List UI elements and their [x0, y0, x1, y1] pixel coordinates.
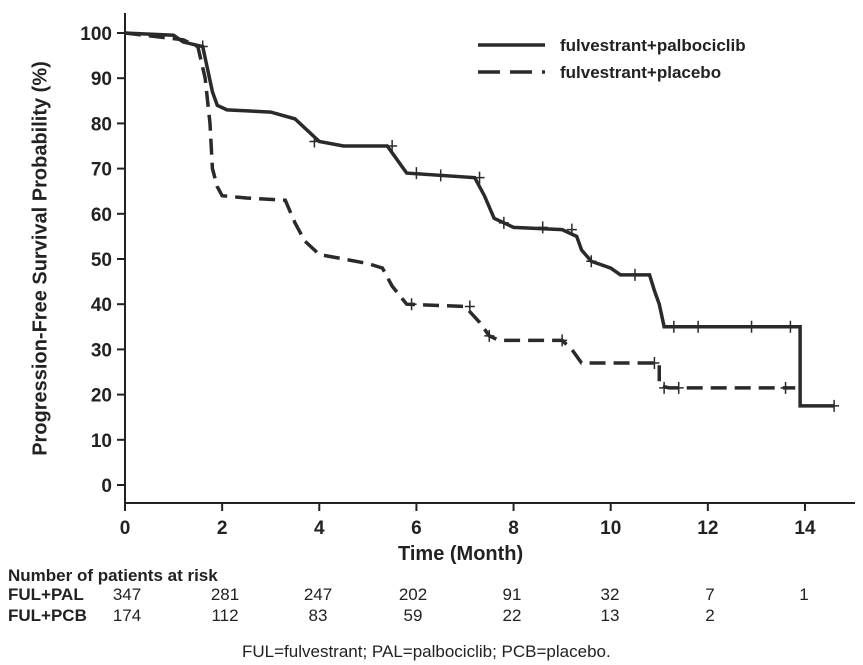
y-tick-label: 80 [91, 114, 112, 135]
x-tick-label: 14 [794, 518, 816, 539]
y-tick-label: 10 [91, 431, 112, 452]
x-tick-label: 2 [217, 518, 228, 539]
risk-count: 202 [398, 585, 428, 604]
y-tick-label: 40 [91, 295, 112, 316]
km-curve-palbociclib [124, 31, 835, 408]
censor-mark [387, 140, 398, 152]
censor-mark [537, 221, 548, 234]
y-tick-label: 0 [101, 476, 112, 497]
legend-label: fulvestrant+palbociclib [560, 36, 746, 55]
y-tick-label: 60 [91, 205, 112, 226]
x-tick-label: 8 [508, 518, 519, 539]
x-axis-label: Time (Month) [398, 543, 524, 565]
censor-mark [474, 171, 485, 184]
censor-mark [649, 356, 660, 369]
censor-mark [668, 320, 679, 333]
risk-count: 22 [502, 606, 522, 625]
y-axis-label: Progression-Free Survival Probability (%… [29, 61, 52, 456]
risk-row-label: FUL+PAL [8, 585, 84, 604]
censor-mark [435, 169, 446, 182]
censor-mark [693, 320, 704, 333]
censor-mark [566, 223, 577, 236]
plot-area: 0 10 20 30 40 50 60 70 80 90 100 0 2 4 6 8 10 12 14 fulvest… [80, 13, 855, 539]
y-tick-label: 30 [91, 340, 112, 361]
x-tick-label: 12 [697, 518, 718, 539]
censor-mark [498, 216, 509, 229]
censor-mark [557, 334, 568, 347]
censor-mark [629, 268, 640, 281]
risk-count: 2 [705, 606, 715, 625]
risk-count: 1 [799, 585, 809, 604]
censor-mark [309, 135, 320, 148]
km-curve-placebo [124, 31, 796, 390]
censor-mark [785, 320, 796, 333]
censor-mark [411, 167, 422, 180]
censor-mark [673, 381, 684, 394]
risk-count: 91 [502, 585, 522, 604]
x-tick-label: 0 [120, 518, 131, 539]
risk-row-label: FUL+PCB [8, 606, 87, 625]
risk-count: 83 [308, 606, 328, 625]
risk-count: 281 [210, 585, 240, 604]
risk-count: 13 [600, 606, 620, 625]
censor-mark [829, 399, 840, 412]
risk-count: 112 [211, 606, 239, 625]
censor-mark [746, 320, 757, 333]
y-tick-label: 20 [91, 386, 112, 407]
y-tick-label: 100 [80, 24, 112, 45]
x-tick-label: 6 [411, 518, 422, 539]
legend-label: fulvestrant+placebo [560, 63, 721, 82]
censor-mark [406, 298, 417, 311]
risk-count: 32 [600, 585, 620, 604]
y-tick-label: 50 [91, 250, 112, 271]
censor-mark [780, 381, 791, 394]
risk-count: 59 [403, 606, 423, 625]
risk-count: 174 [112, 606, 142, 625]
censor-mark [586, 255, 597, 268]
risk-count: 7 [705, 585, 715, 604]
risk-count: 247 [303, 585, 333, 604]
censor-mark [484, 329, 495, 342]
y-tick-label: 70 [91, 160, 112, 181]
x-tick-label: 10 [600, 518, 621, 539]
censor-mark [659, 381, 670, 394]
risk-count: 347 [112, 585, 142, 604]
footnote: FUL=fulvestrant; PAL=palbociclib; PCB=pl… [242, 642, 611, 661]
x-tick-label: 4 [314, 518, 325, 539]
risk-table-title: Number of patients at risk [8, 566, 218, 585]
y-tick-label: 90 [91, 69, 112, 90]
censor-mark [464, 300, 475, 313]
